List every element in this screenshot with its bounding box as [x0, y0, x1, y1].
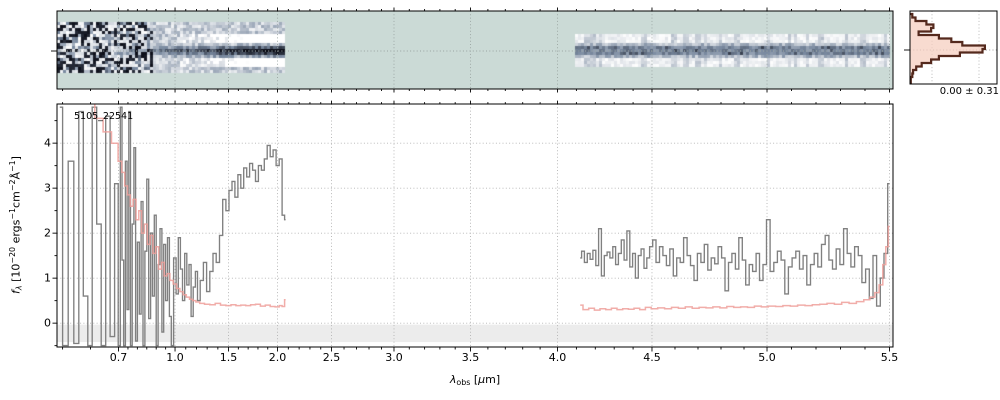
y-tick-label: 3 — [44, 181, 51, 195]
source-id-label: 5105_22541 — [74, 111, 134, 122]
x-tick-label: 2.5 — [322, 351, 341, 364]
y-axis-label: fλ [10−20 ergs−1cm−2Å−1] — [8, 156, 24, 294]
x-tick-label: 2.0 — [268, 351, 287, 364]
y-tick-label: 1 — [44, 271, 51, 285]
x-tick-label: 4.0 — [548, 351, 567, 364]
x-tick-label: 0.7 — [109, 351, 128, 364]
x-tick-label: 3.0 — [385, 351, 403, 364]
y-tick-label: 2 — [44, 226, 51, 240]
profile-stat-label: 0.00 ± 0.31 — [939, 86, 999, 97]
x-tick-label: 5.5 — [880, 351, 899, 364]
x-axis-label: λobs [μm] — [449, 373, 501, 387]
y-tick-label: 0 — [44, 316, 51, 330]
spectrum-2d-image — [57, 11, 893, 89]
x-tick-label: 1.5 — [219, 351, 238, 364]
x-tick-label: 1.0 — [166, 351, 184, 364]
x-tick-label: 5.0 — [758, 351, 776, 364]
x-tick-label: 3.5 — [461, 351, 480, 364]
x-tick-label: 4.5 — [643, 351, 661, 364]
y-tick-label: 4 — [44, 136, 51, 150]
